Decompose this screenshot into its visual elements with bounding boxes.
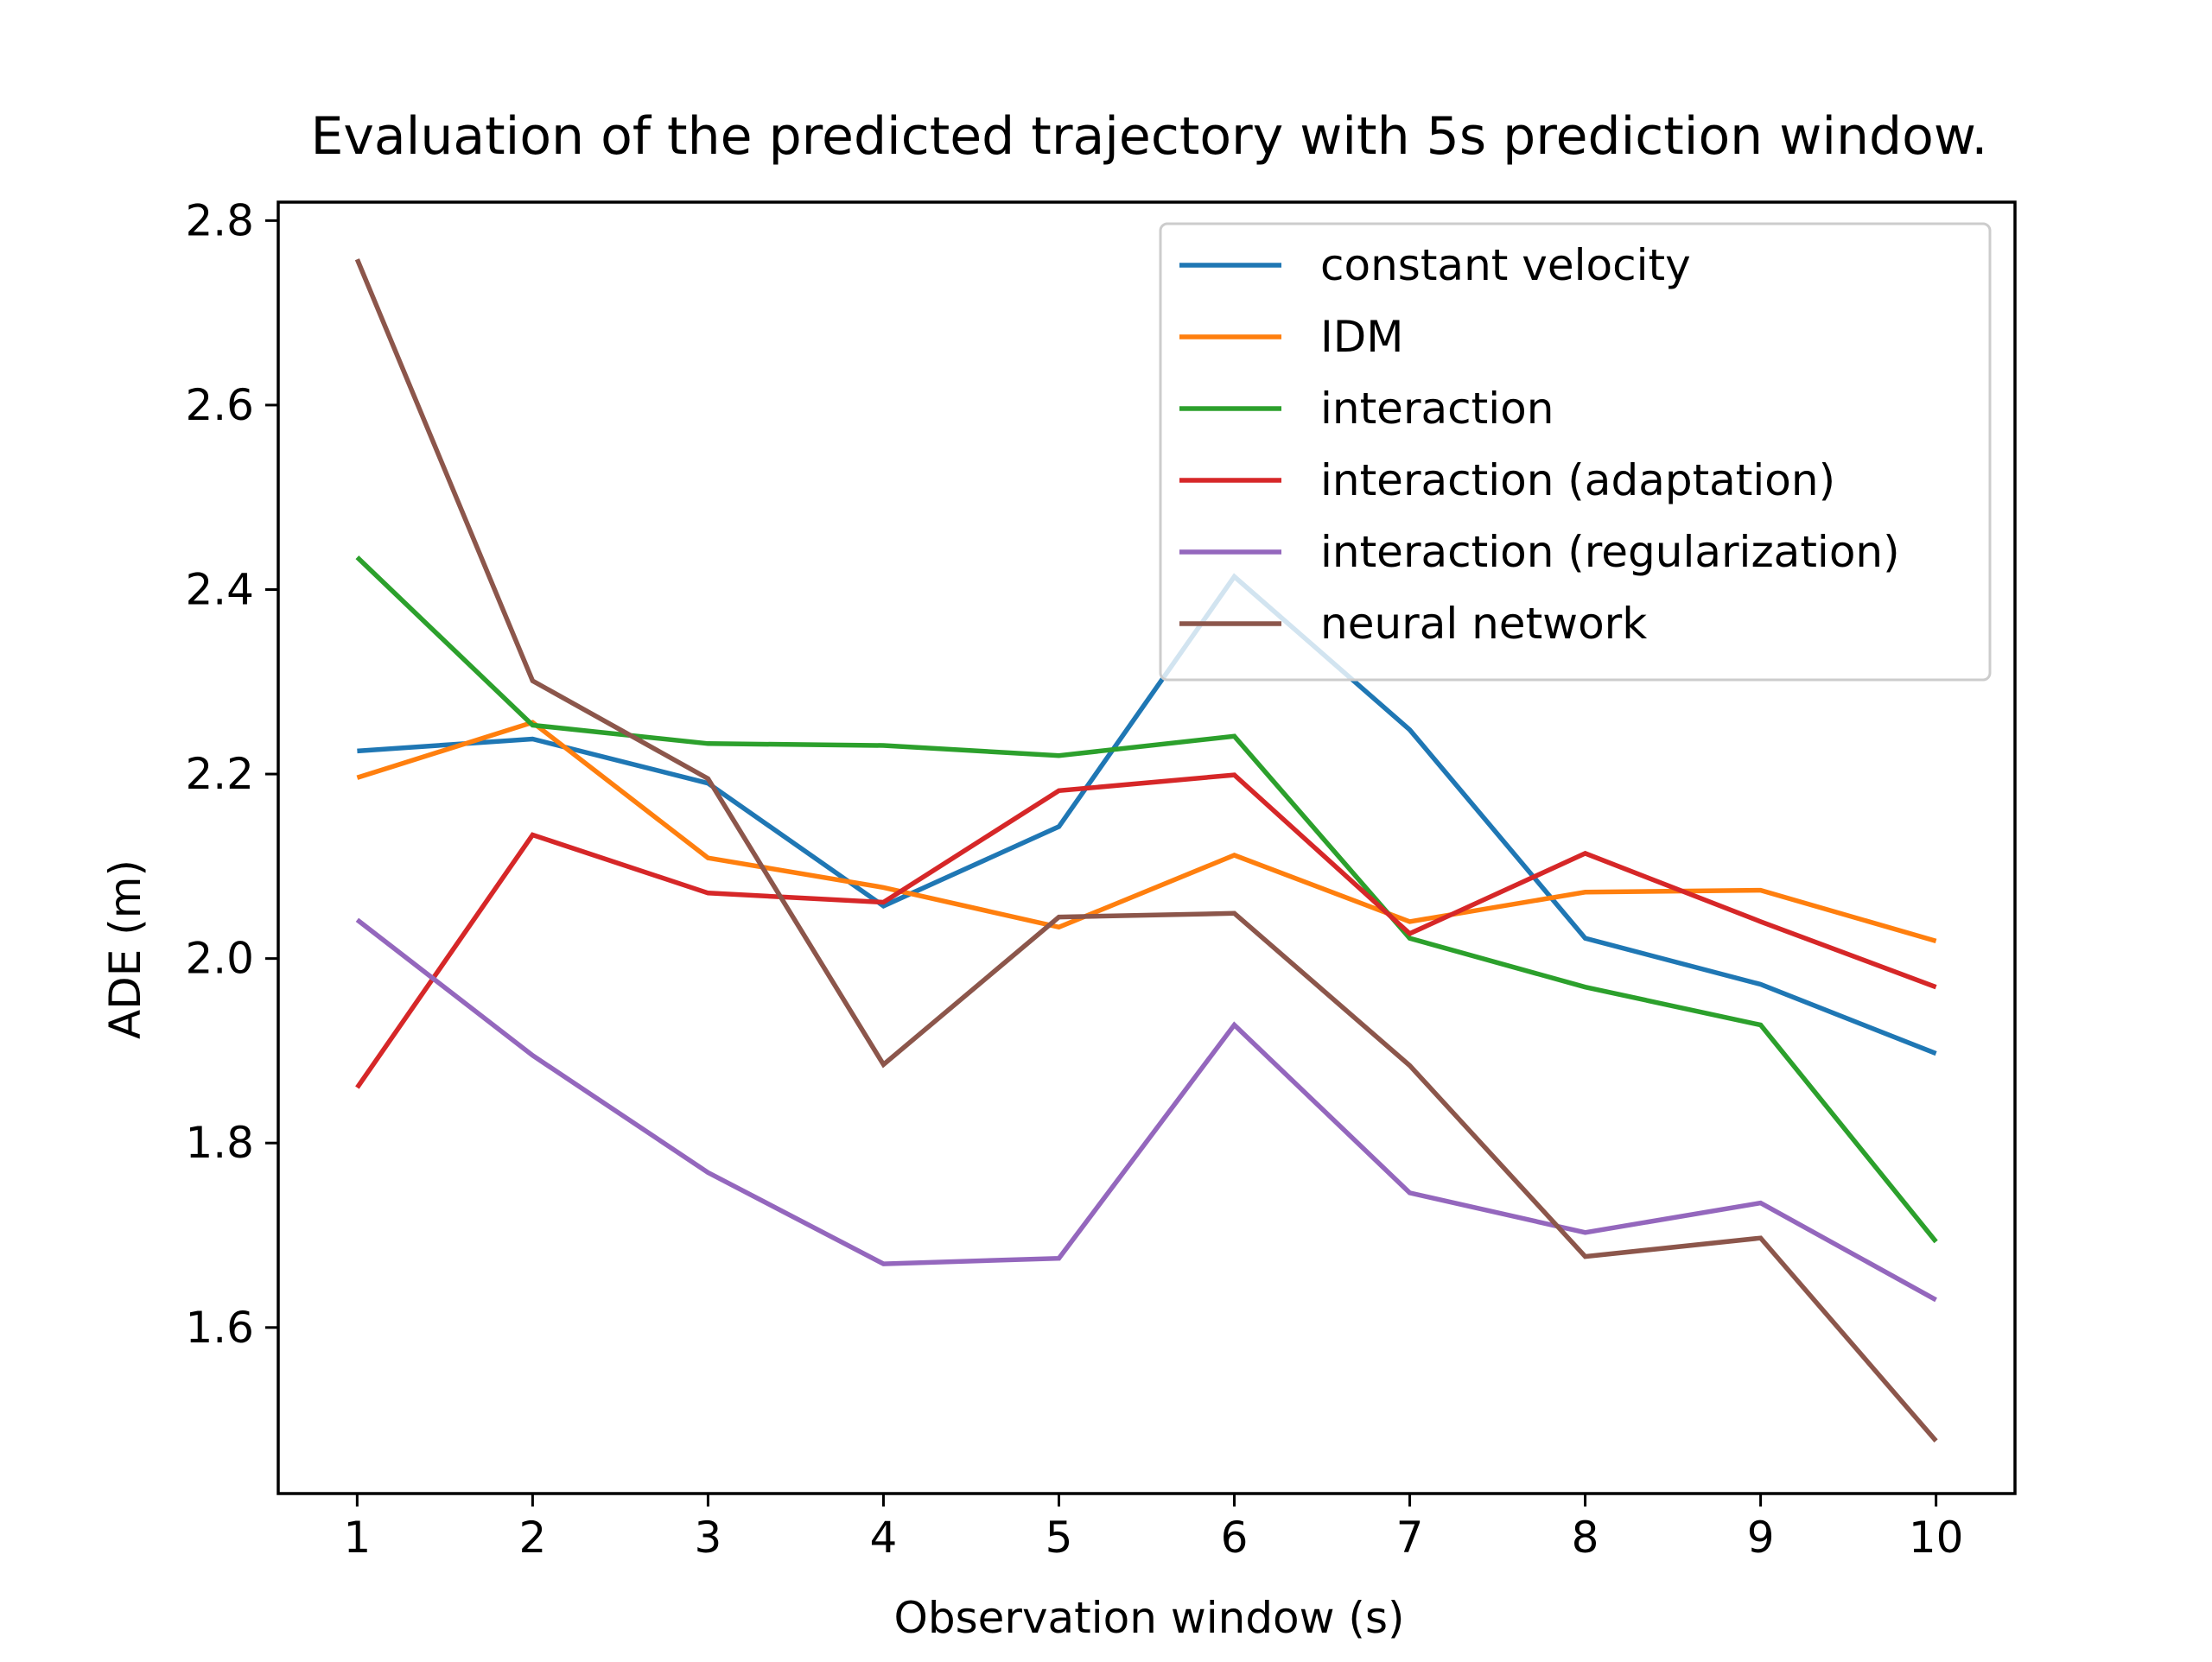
y-tick-label-5: 2.6: [185, 380, 254, 430]
series-line-1: [356, 720, 1937, 944]
x-tick-label-7: 8: [1572, 1513, 1599, 1563]
legend-box: [1159, 222, 1992, 682]
x-tick-label-4: 5: [1046, 1513, 1073, 1563]
chart-title: Evaluation of the predicted trajectory w…: [311, 106, 1988, 167]
y-tick-label-6: 2.8: [185, 195, 254, 245]
x-axis: 1 2 3 4 5 6 7 8 9 10: [343, 1494, 1963, 1563]
x-tick-label-1: 2: [518, 1513, 546, 1563]
y-axis-label: ADE (m): [100, 860, 150, 1039]
legend-label-0: constant velocity: [1320, 240, 1691, 290]
series-line-5: [354, 258, 1938, 1443]
y-axis: 1.6 1.8 2.0 2.2 2.4 2.6 2.8: [185, 195, 278, 1353]
plot-area: 1 2 3 4 5 6 7 8 9 10 1.6 1.8 2.0 2.2 2.4 2.6 2.8 constant…: [185, 195, 2017, 1563]
series-group: [354, 258, 1938, 1443]
x-tick-label-9: 10: [1909, 1513, 1964, 1563]
x-tick-label-8: 9: [1747, 1513, 1775, 1563]
legend-label-3: interaction (adaptation): [1320, 455, 1835, 505]
legend-label-2: interaction: [1320, 384, 1554, 434]
x-tick-label-5: 6: [1221, 1513, 1249, 1563]
series-line-2: [355, 555, 1938, 1244]
plot-frame: [276, 200, 2017, 1495]
y-tick-label-1: 1.8: [185, 1118, 254, 1168]
legend-label-1: IDM: [1320, 312, 1403, 362]
series-line-0: [357, 573, 1937, 1056]
series-line-4: [355, 917, 1937, 1303]
legend-label-5: neural network: [1320, 599, 1647, 649]
x-tick-label-6: 7: [1396, 1513, 1424, 1563]
y-tick-label-4: 2.4: [185, 565, 254, 615]
x-axis-label: Observation window (s): [893, 1593, 1404, 1643]
legend: constant velocity IDM interaction interacti…: [1159, 222, 1992, 682]
x-tick-label-3: 4: [870, 1513, 898, 1563]
legend-label-4: interaction (regularization): [1320, 527, 1900, 577]
x-tick-label-2: 3: [695, 1513, 722, 1563]
y-tick-label-2: 2.0: [185, 934, 254, 984]
x-tick-label-0: 1: [343, 1513, 371, 1563]
y-tick-label-3: 2.2: [185, 749, 254, 799]
y-tick-label-0: 1.6: [185, 1303, 254, 1353]
series-line-3: [355, 772, 1937, 1089]
